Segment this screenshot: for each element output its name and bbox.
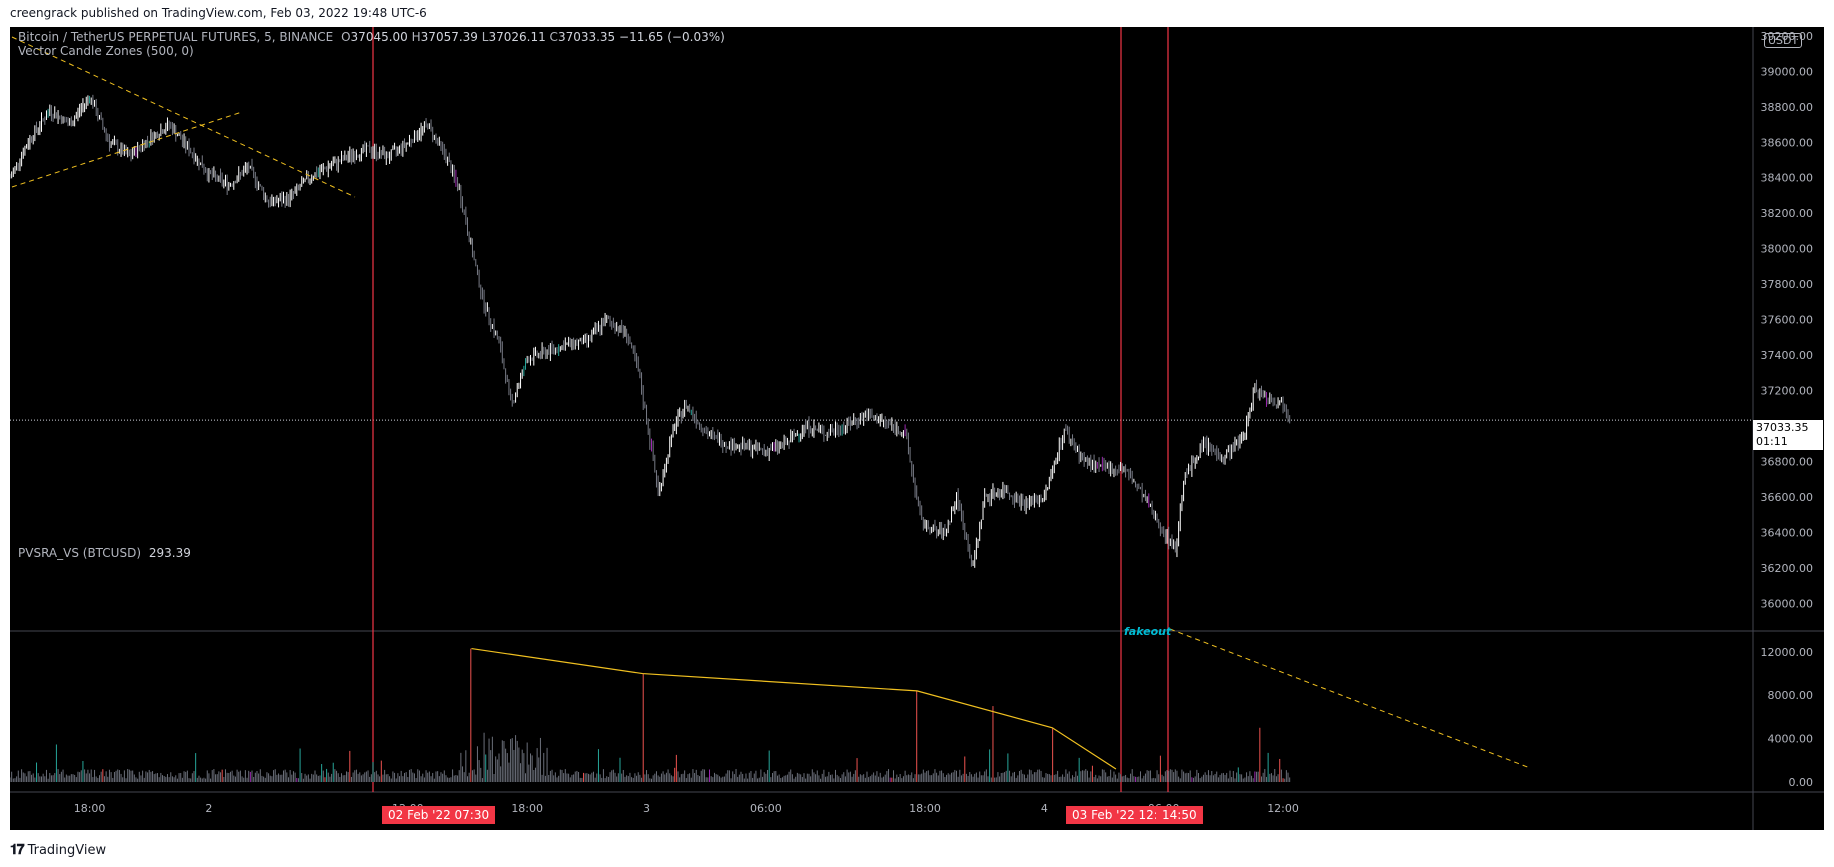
price-tick-7: 37800.00: [1761, 278, 1814, 291]
time-tick-3: 18:00: [511, 802, 543, 815]
vline-label-2: 14:50: [1156, 806, 1203, 824]
trendline-volume-projection: [1169, 628, 1531, 769]
volume-tick-2: 4000.00: [1768, 733, 1814, 746]
currency-badge[interactable]: USDT: [1764, 33, 1803, 48]
last-price: 37033.35: [1756, 421, 1809, 434]
price-legend: Bitcoin / TetherUS PERPETUAL FUTURES, 5,…: [18, 30, 725, 44]
publisher-header: creengrack published on TradingView.com,…: [10, 6, 427, 20]
volume-tick-3: 0.00: [1789, 776, 1814, 789]
chart-canvas[interactable]: 39200.0039000.0038800.0038600.0038400.00…: [10, 27, 1824, 830]
price-tick-12: 36600.00: [1761, 491, 1814, 504]
trendline-descending: [11, 36, 356, 198]
price-tick-6: 38000.00: [1761, 243, 1814, 256]
change-value: −11.65 (−0.03%): [619, 30, 725, 44]
time-tick-0: 18:00: [74, 802, 106, 815]
low-value: 37026.11: [488, 30, 546, 44]
open-label: O: [341, 30, 351, 44]
price-tick-5: 38200.00: [1761, 207, 1814, 220]
price-tick-9: 37400.00: [1761, 349, 1814, 362]
chart-frame[interactable]: 39200.00 39000.00 38800.00 38600.00 38400.00…: [10, 27, 1824, 830]
volume-tick-0: 12000.00: [1761, 646, 1814, 659]
vline-label-0: 02 Feb '22 07:30: [382, 806, 496, 824]
high-value: 37057.39: [420, 30, 478, 44]
price-tick-1: 39000.00: [1761, 65, 1814, 78]
bar-countdown: 01:11: [1756, 435, 1788, 448]
volume-tick-1: 8000.00: [1768, 689, 1814, 702]
indicator-legend[interactable]: Vector Candle Zones (500, 0): [18, 44, 194, 58]
price-tick-13: 36400.00: [1761, 526, 1814, 539]
time-tick-4: 3: [643, 802, 650, 815]
close-label: C: [549, 30, 558, 44]
close-value: 37033.35: [557, 30, 616, 44]
price-tick-15: 36000.00: [1761, 597, 1814, 610]
price-tick-2: 38800.00: [1761, 101, 1814, 114]
footer-brand: TradingView: [27, 842, 107, 858]
volume-indicator-name: PVSRA_VS (BTCUSD): [18, 546, 142, 560]
open-value: 37045.00: [350, 30, 408, 44]
footer[interactable]: 𝟏𝟕 TradingView: [10, 841, 106, 859]
price-tick-10: 37200.00: [1761, 384, 1814, 397]
price-tick-3: 38600.00: [1761, 136, 1814, 149]
tradingview-logo-icon: 𝟏𝟕: [10, 842, 25, 858]
price-tick-11: 36800.00: [1761, 455, 1814, 468]
volume-legend[interactable]: PVSRA_VS (BTCUSD) 293.39: [18, 546, 191, 560]
symbol-name[interactable]: Bitcoin / TetherUS PERPETUAL FUTURES, 5,…: [18, 30, 334, 44]
time-tick-7: 4: [1041, 802, 1048, 815]
price-tick-8: 37600.00: [1761, 314, 1814, 327]
price-tick-14: 36200.00: [1761, 562, 1814, 575]
vline-label-1: 03 Feb '22 12:50: [1066, 806, 1180, 824]
time-tick-5: 06:00: [750, 802, 782, 815]
time-tick-1: 2: [205, 802, 212, 815]
trendline-ascending: [11, 111, 243, 188]
last-price-tag: 37033.35 01:11: [1753, 420, 1823, 450]
low-label: L: [481, 30, 489, 44]
fakeout-annotation: fakeout: [1124, 625, 1172, 638]
volume-indicator-value: 293.39: [148, 546, 191, 560]
time-tick-6: 18:00: [909, 802, 941, 815]
volume-trendline: [471, 647, 1117, 770]
time-tick-9: 12:00: [1267, 802, 1299, 815]
price-tick-4: 38400.00: [1761, 172, 1814, 185]
high-label: H: [411, 30, 421, 44]
